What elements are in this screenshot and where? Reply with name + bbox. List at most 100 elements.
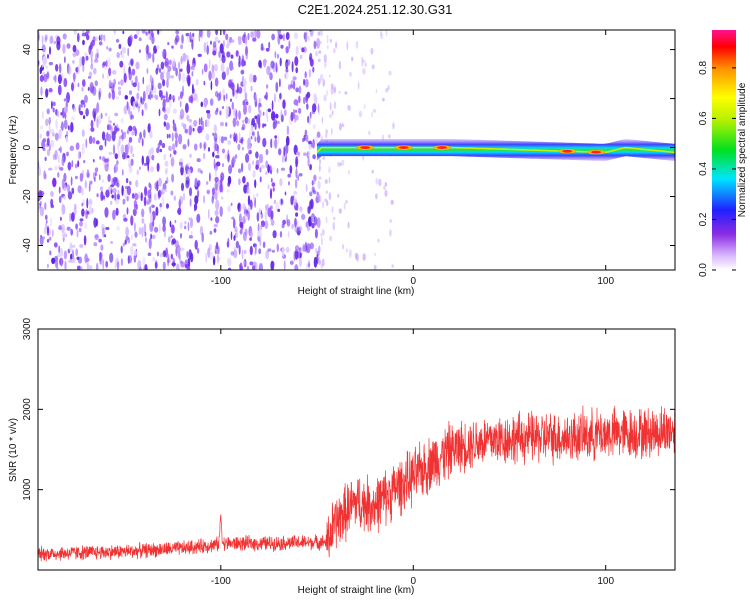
noise-speck <box>271 138 274 149</box>
noise-speck <box>210 80 213 91</box>
noise-speck <box>129 34 133 44</box>
noise-speck <box>189 96 194 103</box>
noise-speck <box>210 40 212 45</box>
noise-speck <box>211 187 216 196</box>
noise-speck <box>306 243 311 254</box>
noise-speck <box>158 223 161 234</box>
noise-speck <box>167 42 170 46</box>
noise-speck <box>303 152 307 156</box>
noise-speck <box>77 160 80 168</box>
noise-speck <box>221 196 224 200</box>
noise-speck <box>162 189 167 193</box>
noise-speck <box>258 60 262 68</box>
noise-speck <box>168 133 171 139</box>
signal-hot-spot <box>591 150 602 154</box>
noise-speck <box>178 199 181 209</box>
noise-speck <box>295 251 298 260</box>
noise-speck <box>274 92 276 103</box>
noise-speck <box>133 222 136 232</box>
noise-speck <box>226 189 230 193</box>
noise-speck <box>274 135 278 139</box>
noise-speck <box>55 64 59 72</box>
noise-speck <box>213 141 216 153</box>
noise-speck <box>185 32 190 37</box>
noise-speck <box>285 32 290 40</box>
noise-speck <box>120 79 124 86</box>
noise-speck <box>159 203 162 213</box>
noise-speck <box>214 36 219 43</box>
noise-speck <box>58 195 62 204</box>
noise-speck <box>100 112 103 119</box>
noise-speck <box>188 217 191 221</box>
noise-speck <box>88 198 93 205</box>
noise-speck <box>181 72 186 83</box>
noise-speck <box>72 249 74 261</box>
noise-speck <box>150 93 154 99</box>
noise-speck <box>94 80 99 87</box>
noise-speck <box>41 110 45 120</box>
noise-speck <box>158 108 161 117</box>
noise-speck <box>325 216 328 224</box>
noise-speck <box>158 67 162 74</box>
noise-speck <box>54 149 58 160</box>
noise-speck <box>314 247 318 253</box>
noise-speck <box>200 101 204 108</box>
noise-speck <box>143 223 147 234</box>
noise-speck <box>260 224 263 230</box>
noise-speck <box>304 129 308 137</box>
noise-speck <box>281 246 285 258</box>
noise-speck <box>238 110 241 120</box>
noise-speck <box>191 71 194 77</box>
noise-speck <box>344 91 348 95</box>
noise-speck <box>170 190 174 196</box>
noise-speck <box>128 166 133 173</box>
noise-speck <box>46 108 50 115</box>
noise-speck <box>277 99 280 103</box>
noise-speck <box>312 103 317 113</box>
noise-speck <box>95 262 99 270</box>
noise-speck <box>271 33 275 41</box>
noise-speck <box>212 255 216 266</box>
noise-speck <box>150 166 154 173</box>
noise-speck <box>229 134 232 139</box>
noise-speck <box>60 257 63 268</box>
y-tick-label: 2000 <box>22 398 33 421</box>
noise-speck <box>90 127 95 132</box>
noise-speck <box>230 231 233 241</box>
noise-speck <box>243 31 246 38</box>
noise-speck <box>206 112 211 119</box>
noise-speck <box>280 109 283 118</box>
noise-speck <box>283 109 287 117</box>
noise-speck <box>108 47 112 52</box>
noise-speck <box>271 261 275 267</box>
noise-speck <box>116 261 120 270</box>
noise-speck <box>297 151 301 158</box>
noise-speck <box>302 96 306 105</box>
signal-hot-spot <box>360 146 371 149</box>
noise-speck <box>98 114 102 125</box>
noise-speck <box>57 154 60 164</box>
noise-speck <box>311 222 315 229</box>
noise-speck <box>215 30 219 36</box>
noise-speck <box>212 151 215 158</box>
noise-speck <box>271 167 275 173</box>
noise-speck <box>243 260 246 266</box>
noise-speck <box>267 207 272 218</box>
noise-speck <box>141 109 144 117</box>
noise-speck <box>179 68 183 72</box>
noise-speck <box>188 125 193 136</box>
noise-speck <box>190 231 193 236</box>
noise-speck <box>145 155 150 166</box>
signal-band-core <box>316 146 675 154</box>
noise-speck <box>127 47 130 57</box>
noise-speck <box>167 256 169 267</box>
noise-speck <box>215 155 220 159</box>
noise-speck <box>175 67 178 77</box>
noise-speck <box>134 99 139 104</box>
noise-speck <box>132 243 137 247</box>
noise-speck <box>96 102 100 113</box>
noise-speck <box>203 42 207 53</box>
noise-speck <box>313 256 318 268</box>
noise-speck <box>385 30 388 37</box>
noise-speck <box>118 43 122 50</box>
